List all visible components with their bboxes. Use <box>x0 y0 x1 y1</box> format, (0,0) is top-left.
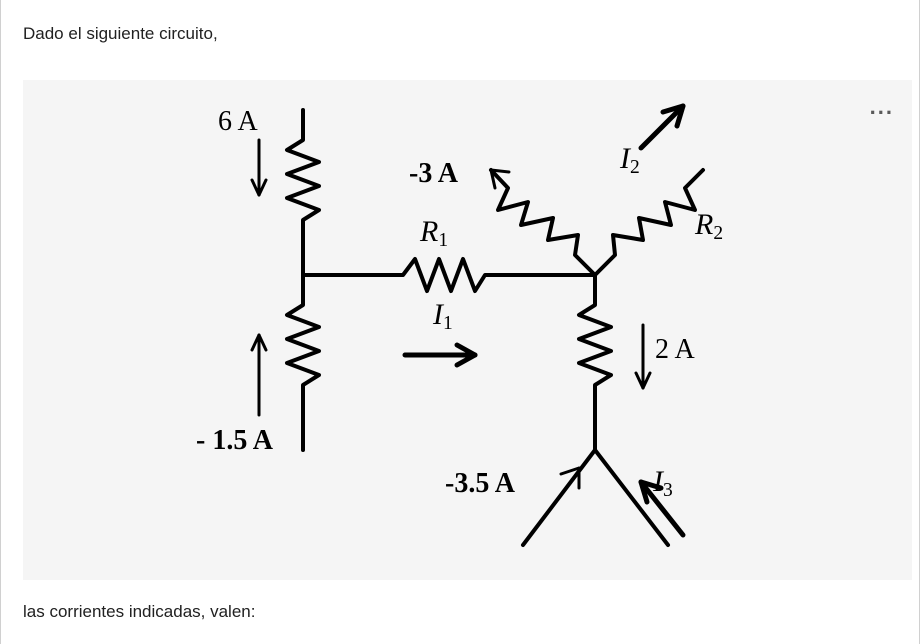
label-r2: R2 <box>695 208 723 245</box>
label-i1: I1 <box>433 298 453 335</box>
label-neg15a: - 1.5 A <box>196 425 273 457</box>
circuit-svg <box>23 80 912 580</box>
label-i3: I3 <box>653 465 673 502</box>
intro-text: Dado el siguiente circuito, <box>23 24 218 44</box>
label-i2: I2 <box>620 142 640 179</box>
page: Dado el siguiente circuito, ... <box>0 0 920 644</box>
label-neg3a: -3 A <box>409 158 458 190</box>
circuit-figure: ... <box>23 80 912 580</box>
label-2a: 2 A <box>655 334 695 366</box>
outro-text: las corrientes indicadas, valen: <box>23 602 255 622</box>
label-neg35a: -3.5 A <box>445 468 515 500</box>
label-6a: 6 A <box>218 106 258 138</box>
label-r1: R1 <box>420 215 448 252</box>
